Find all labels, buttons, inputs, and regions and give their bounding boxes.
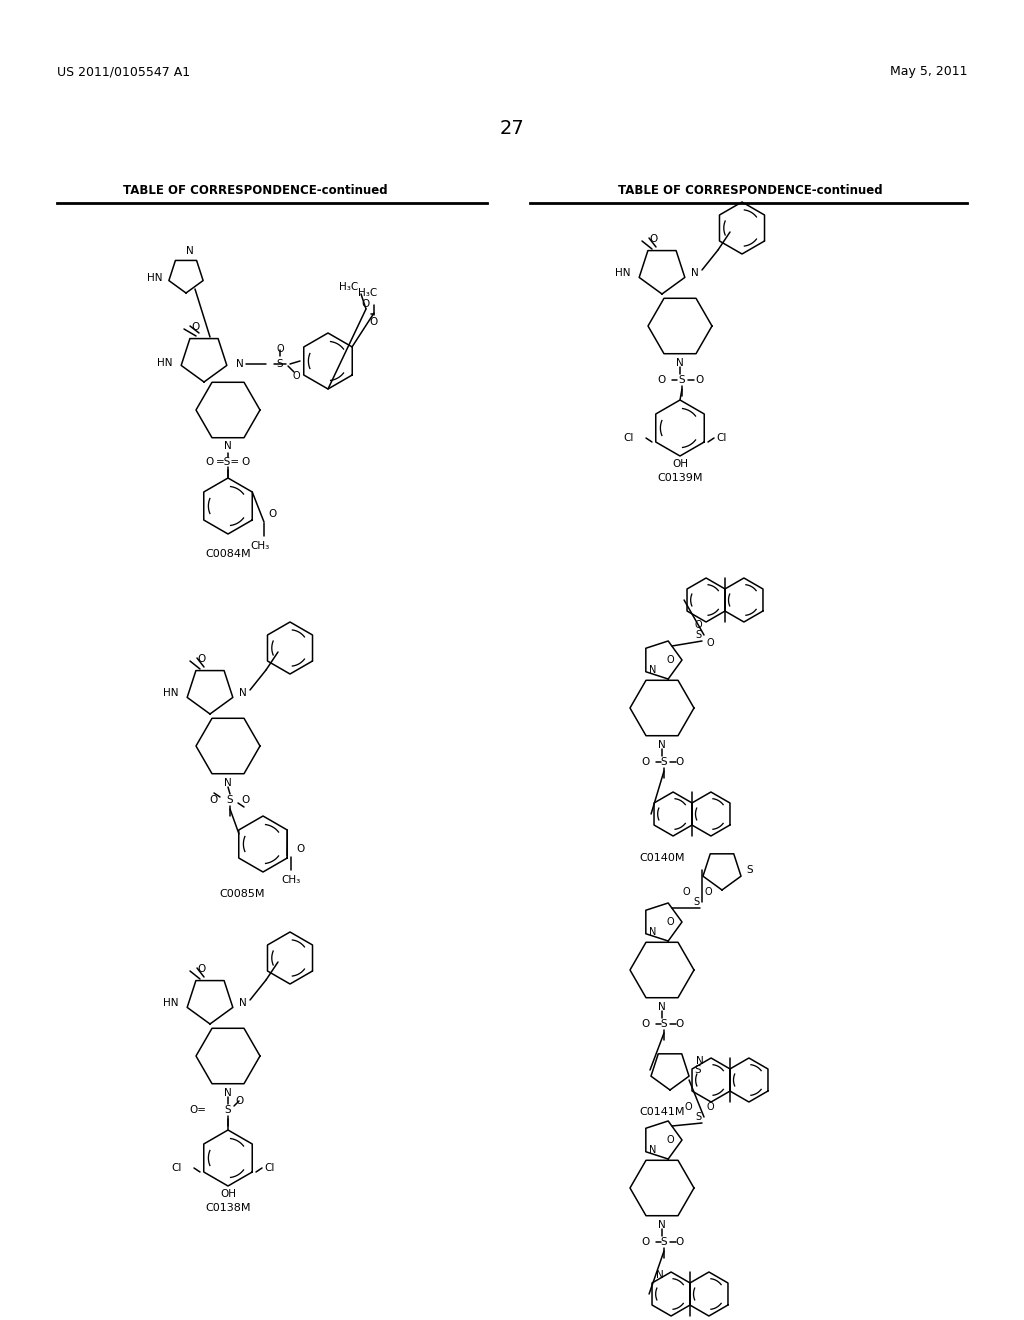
Text: N: N [691,268,698,279]
Text: N: N [649,927,656,937]
Text: O: O [694,620,701,630]
Text: HN: HN [158,358,173,368]
Text: S: S [695,1111,701,1122]
Text: O: O [206,457,214,467]
Text: O: O [684,1102,692,1111]
Text: O=: O= [189,1105,206,1115]
Text: O: O [676,1237,684,1247]
Text: S: S [695,630,701,640]
Text: 27: 27 [500,119,524,137]
Text: H₃C: H₃C [339,282,358,292]
Text: N: N [224,1088,231,1098]
Text: C0141M: C0141M [639,1107,685,1117]
Text: N: N [240,998,247,1008]
Text: H₃C: H₃C [358,288,377,298]
Text: Cl: Cl [716,433,726,444]
Text: May 5, 2011: May 5, 2011 [890,66,967,78]
Text: S: S [660,1019,668,1030]
Text: OH: OH [672,459,688,469]
Text: O: O [198,964,206,974]
Text: O: O [667,655,674,665]
Text: S: S [276,359,284,370]
Text: N: N [224,777,231,788]
Text: O: O [707,638,714,648]
Text: O: O [361,300,370,309]
Text: O: O [682,887,690,898]
Text: N: N [658,741,666,750]
Text: S: S [224,1105,231,1115]
Text: S: S [746,865,753,875]
Text: N: N [658,1220,666,1230]
Text: C0085M: C0085M [219,888,265,899]
Text: CH₃: CH₃ [282,875,301,884]
Text: O: O [650,234,658,244]
Text: S: S [660,1237,668,1247]
Text: N: N [240,688,247,698]
Text: Cl: Cl [264,1163,274,1173]
Text: HN: HN [164,688,179,698]
Text: O: O [210,795,218,805]
Text: TABLE OF CORRESPONDENCE-continued: TABLE OF CORRESPONDENCE-continued [123,183,387,197]
Text: O: O [198,653,206,664]
Text: O: O [657,375,667,385]
Text: O: O [292,371,300,381]
Text: O: O [676,756,684,767]
Text: O: O [642,1019,650,1030]
Text: O: O [296,843,304,854]
Text: N: N [658,1002,666,1012]
Text: N: N [649,1144,656,1155]
Text: HN: HN [164,998,179,1008]
Text: Cl: Cl [624,433,634,444]
Text: O: O [705,887,712,898]
Text: O: O [268,510,276,519]
Text: =S=: =S= [216,457,240,467]
Text: C0084M: C0084M [205,549,251,558]
Text: O: O [696,375,705,385]
Text: O: O [236,1096,244,1106]
Text: O: O [191,322,200,333]
Text: C0139M: C0139M [657,473,702,483]
Text: N: N [656,1270,664,1280]
Text: O: O [667,917,674,927]
Text: HN: HN [146,273,162,282]
Text: OH: OH [220,1189,236,1199]
Text: N: N [224,441,231,451]
Text: O: O [642,1237,650,1247]
Text: O: O [242,795,250,805]
Text: O: O [676,1019,684,1030]
Text: N: N [649,665,656,675]
Text: S: S [679,375,685,385]
Text: C0140M: C0140M [639,853,685,863]
Text: N: N [696,1056,703,1067]
Text: O: O [707,1102,714,1111]
Text: C0138M: C0138M [205,1203,251,1213]
Text: US 2011/0105547 A1: US 2011/0105547 A1 [57,66,190,78]
Text: Cl: Cl [172,1163,182,1173]
Text: O: O [242,457,250,467]
Text: O: O [276,345,284,354]
Text: N: N [676,358,684,368]
Text: S: S [694,1065,700,1074]
Text: S: S [660,756,668,767]
Text: O: O [667,1135,674,1144]
Text: N: N [186,246,194,256]
Text: S: S [693,898,699,907]
Text: O: O [642,756,650,767]
Text: N: N [237,359,244,370]
Text: TABLE OF CORRESPONDENCE-continued: TABLE OF CORRESPONDENCE-continued [617,183,883,197]
Text: HN: HN [615,268,631,279]
Text: CH₃: CH₃ [251,541,269,550]
Text: O: O [370,317,378,327]
Text: S: S [226,795,233,805]
